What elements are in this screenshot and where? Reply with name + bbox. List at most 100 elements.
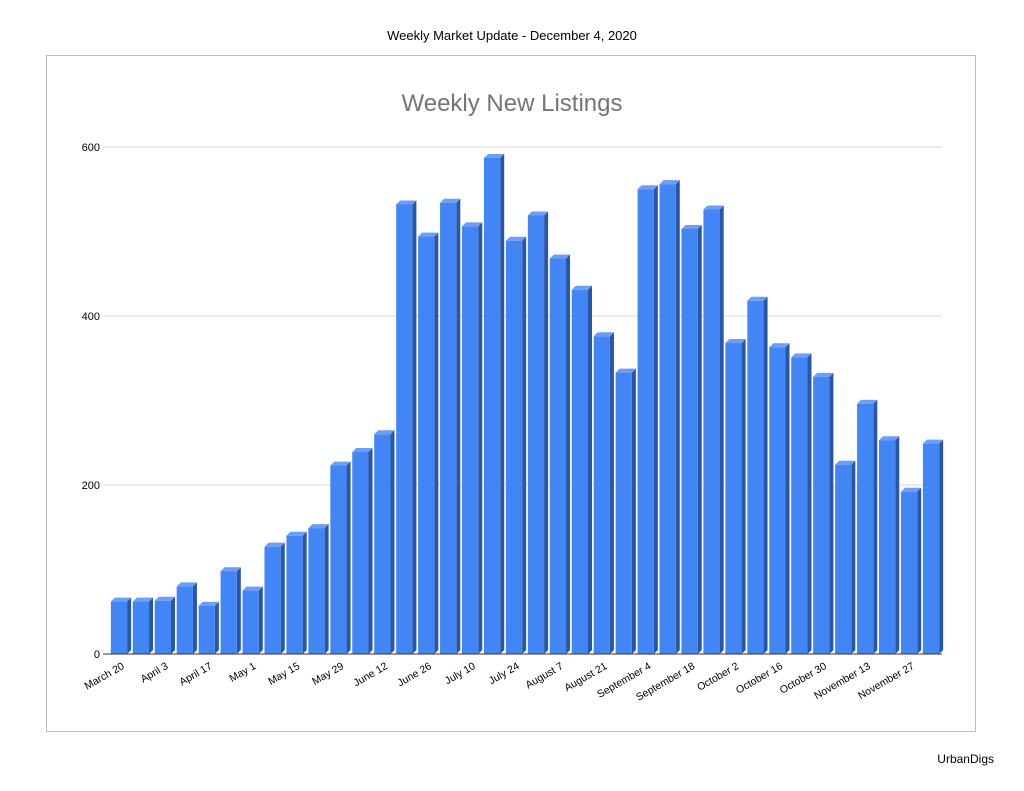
bar (527, 211, 549, 654)
bar-top (176, 582, 197, 587)
bar (483, 153, 505, 655)
bar-side (675, 180, 680, 654)
bar-top (747, 296, 768, 301)
bar-front (176, 586, 193, 654)
bar-top (483, 153, 505, 158)
bar (418, 232, 439, 654)
bar-front (198, 605, 215, 654)
bar-top (835, 460, 856, 465)
bar (900, 487, 922, 654)
y-tick-label: 600 (82, 142, 100, 154)
bar (110, 597, 132, 654)
bar-top (791, 353, 812, 358)
bar-front (900, 491, 918, 654)
bar-front (308, 528, 325, 654)
bar-top (813, 372, 834, 377)
bar-top (527, 211, 549, 216)
bar-side (368, 448, 373, 654)
bar (791, 353, 812, 654)
bar (725, 339, 746, 654)
bar-top (396, 200, 417, 205)
bar-side (719, 205, 724, 654)
bar-front (242, 590, 259, 654)
bar-side (785, 343, 790, 654)
bar-front (264, 546, 281, 654)
bar-side (587, 285, 592, 654)
bar (198, 601, 219, 654)
bar (264, 542, 285, 654)
bar-side (127, 597, 132, 654)
bar-side (280, 542, 285, 654)
bar-front (747, 300, 764, 654)
bar-top (154, 596, 175, 601)
bar (835, 460, 856, 654)
bar (330, 461, 351, 654)
bar (286, 531, 307, 654)
bar-front (286, 535, 303, 654)
bar-top (681, 224, 702, 229)
bar-side (149, 597, 154, 654)
bar-front (813, 376, 830, 654)
bar-top (659, 180, 680, 185)
bar-top (286, 531, 307, 536)
bar-front (110, 601, 128, 654)
bar-top (440, 198, 461, 203)
x-axis-ticks: March 20 April 3 April 17 May 1 May 15 May 29… (83, 660, 917, 703)
bar-front (527, 215, 545, 654)
bar (922, 439, 944, 654)
bar-front (505, 240, 523, 655)
bar-front (703, 209, 720, 654)
bar-top (769, 343, 790, 348)
y-axis-ticks: 0 200 400 600 (82, 142, 100, 661)
bar-front (220, 571, 237, 654)
bar (879, 436, 900, 654)
bar-side (631, 368, 636, 654)
bar (813, 372, 834, 654)
bar-front (835, 464, 852, 654)
bar-side (170, 596, 175, 654)
bar-front (571, 289, 588, 654)
bar-top (220, 567, 241, 572)
x-tick-label: August 7 (524, 660, 566, 691)
bar-top (725, 339, 746, 344)
bar (396, 200, 417, 654)
bar-front (132, 601, 150, 654)
bar-side (566, 254, 571, 655)
bar-front (857, 403, 874, 654)
bar-top (374, 430, 395, 435)
bar (176, 582, 197, 654)
bar-top (879, 436, 900, 441)
bar-top (308, 524, 329, 529)
x-tick-label: May 29 (310, 660, 346, 688)
bar-side (456, 198, 461, 654)
bar (681, 224, 702, 654)
bar-top (418, 232, 439, 237)
bar-side (895, 436, 900, 654)
bar-side (609, 332, 614, 654)
bar-front (396, 204, 413, 654)
bar-side (346, 461, 351, 654)
chart-title: Weekly New Listings (401, 90, 623, 117)
bar-side (522, 236, 527, 655)
bar (549, 254, 571, 655)
x-tick-label: October 16 (734, 660, 785, 696)
bar-side (851, 460, 856, 654)
bar-front (615, 372, 632, 654)
bar-side (324, 524, 329, 654)
bar-front (154, 600, 171, 654)
x-tick-label: April 17 (177, 660, 214, 688)
bar-front (374, 434, 391, 654)
bar (615, 368, 636, 654)
bar-top (615, 368, 636, 373)
x-tick-label: July 10 (443, 660, 478, 687)
bar-front (659, 184, 676, 654)
x-tick-label: June 26 (395, 660, 433, 689)
bar (769, 343, 790, 654)
x-tick-label: July 24 (487, 660, 522, 687)
bar (242, 586, 263, 654)
bar-top (857, 399, 878, 404)
bar-side (544, 211, 549, 654)
bar-top (505, 236, 527, 241)
bar-front (593, 336, 610, 654)
bar-side (763, 296, 768, 654)
